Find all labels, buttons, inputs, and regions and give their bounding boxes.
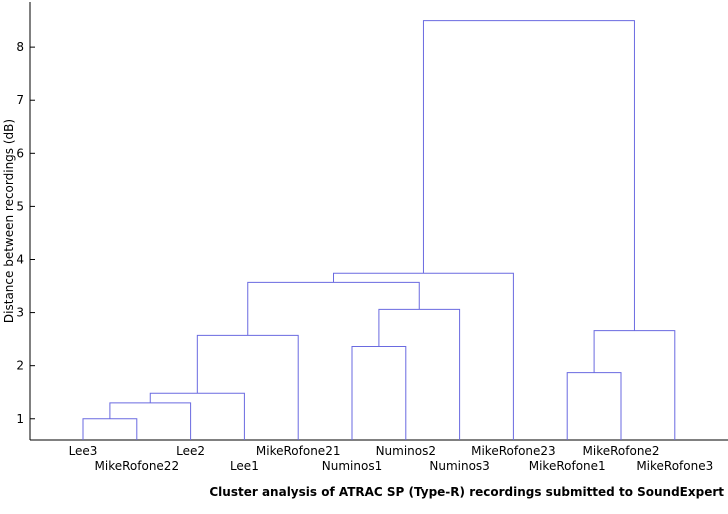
dendrogram-link <box>196 334 299 440</box>
leaf-label: MikeRofone23 <box>471 444 556 458</box>
leaf-label: Numinos3 <box>429 459 489 473</box>
y-tick-label: 6 <box>16 146 24 160</box>
y-tick-label: 1 <box>16 412 24 426</box>
axes <box>29 2 728 441</box>
dendrogram-link <box>109 402 192 440</box>
leaf-label: MikeRofone2 <box>583 444 660 458</box>
leaf-label: MikeRofone3 <box>636 459 713 473</box>
dendrogram-link <box>593 330 676 440</box>
dendrogram-link <box>422 20 635 331</box>
leaf-label: Numinos1 <box>322 459 382 473</box>
leaf-label: Lee2 <box>176 444 205 458</box>
y-tick-label: 8 <box>16 40 24 54</box>
y-ticks: 1 2 3 4 5 6 7 8 <box>16 40 35 426</box>
dendrogram-link <box>149 392 245 440</box>
leaf-labels: Lee3MikeRofone22Lee2Lee1MikeRofone21Numi… <box>69 444 714 473</box>
leaf-label: MikeRofone22 <box>95 459 180 473</box>
x-axis-label: Cluster analysis of ATRAC SP (Type-R) re… <box>209 485 724 499</box>
y-tick-label: 2 <box>16 359 24 373</box>
dendrogram-link <box>82 418 138 440</box>
y-axis-label: Distance between recordings (dB) <box>2 119 16 323</box>
leaf-label: MikeRofone21 <box>256 444 341 458</box>
y-tick-label: 4 <box>16 252 24 266</box>
leaf-label: Numinos2 <box>376 444 436 458</box>
dendrogram-link <box>378 308 461 440</box>
dendrogram-link <box>247 281 420 336</box>
leaf-label: Lee3 <box>69 444 98 458</box>
dendrogram-link <box>333 272 514 440</box>
dendrogram-link <box>566 372 622 440</box>
leaf-label: Lee1 <box>230 459 259 473</box>
dendrogram-links <box>82 20 676 440</box>
y-tick-label: 3 <box>16 306 24 320</box>
y-tick-label: 5 <box>16 199 24 213</box>
leaf-label: MikeRofone1 <box>529 459 606 473</box>
y-tick-label: 7 <box>16 93 24 107</box>
dendrogram-link <box>351 346 407 440</box>
